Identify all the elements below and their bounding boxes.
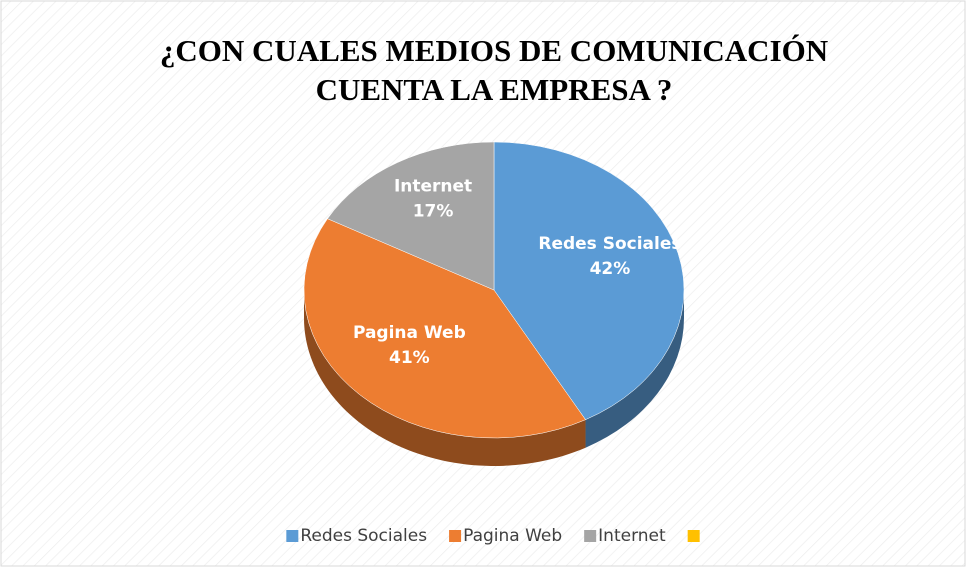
- data-label: Pagina Web: [353, 323, 466, 343]
- legend-label: Internet: [598, 526, 666, 546]
- legend-swatch: [449, 530, 462, 542]
- data-label: 41%: [389, 348, 430, 368]
- pie-tops: [303, 141, 685, 439]
- chart-title: CUENTA LA EMPRESA ?: [316, 72, 673, 107]
- pie-slice: [303, 218, 586, 439]
- data-label: Redes Sociales: [538, 234, 681, 254]
- pie-slice-side: [304, 290, 586, 467]
- data-label: 42%: [590, 259, 631, 279]
- pie-slice: [327, 141, 495, 291]
- data-label: 17%: [413, 202, 454, 222]
- data-label: Internet: [394, 177, 472, 197]
- legend: Redes Sociales Pagina Web Internet: [286, 526, 700, 546]
- legend-label: Redes Sociales: [300, 526, 427, 546]
- pie-slice: [493, 141, 685, 421]
- legend-swatch: [286, 530, 299, 542]
- legend-swatch: [584, 530, 597, 542]
- legend-label: Pagina Web: [463, 526, 562, 546]
- pie-sides: [304, 290, 684, 467]
- chart-title: ¿CON CUALES MEDIOS DE COMUNICACIÓN: [160, 33, 828, 68]
- pie-slice-side: [585, 290, 684, 448]
- legend-swatch: [687, 530, 700, 542]
